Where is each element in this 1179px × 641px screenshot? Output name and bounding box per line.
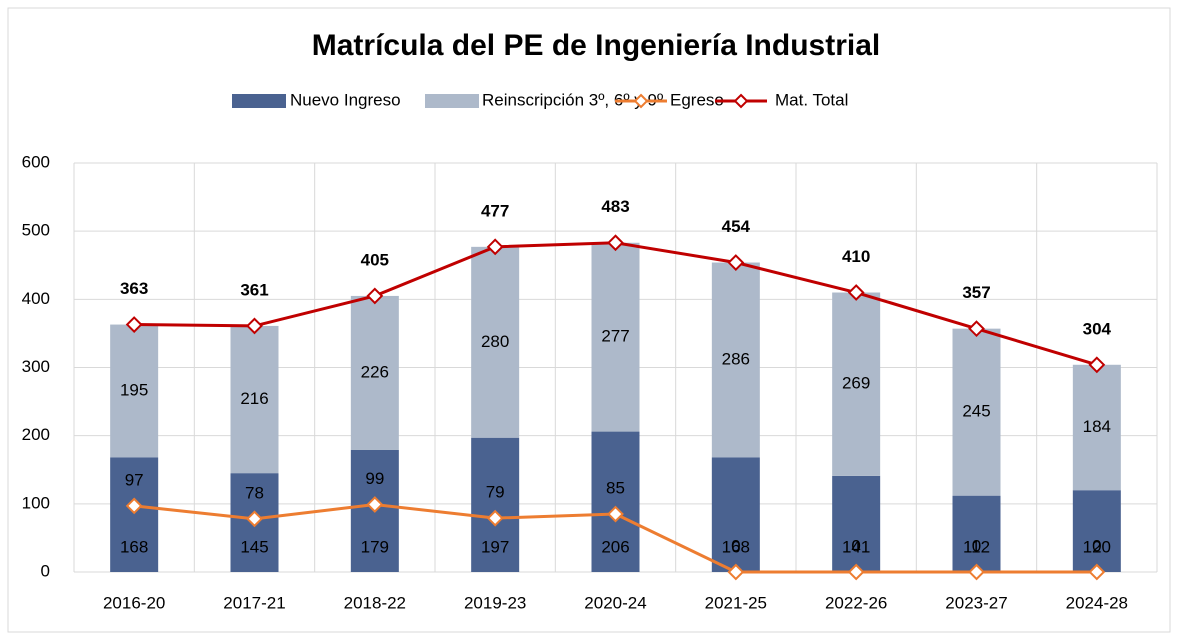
line-marker (727, 563, 745, 581)
x-tick-label: 2017-21 (223, 593, 285, 612)
y-tick-label: 300 (22, 357, 50, 376)
data-label: 145 (240, 537, 268, 556)
bar-segment (952, 495, 1001, 572)
line-marker (486, 509, 504, 527)
data-label: 357 (962, 283, 990, 302)
line-marker (366, 287, 384, 305)
line-marker (246, 510, 263, 528)
data-label: 477 (481, 201, 509, 220)
data-label: 99 (365, 469, 384, 488)
data-label: 0 (851, 536, 860, 555)
bar-segment (832, 292, 881, 476)
y-tick-label: 600 (22, 152, 50, 171)
line-marker (968, 563, 985, 581)
legend-label: Mat. Total (775, 90, 848, 109)
x-tick-label: 2023-27 (945, 593, 1007, 612)
x-tick-label: 2022-26 (825, 593, 887, 612)
data-label: 141 (842, 537, 870, 556)
bar-segment (1072, 364, 1121, 491)
legend-marker (633, 93, 649, 109)
y-tick-label: 200 (22, 425, 50, 444)
legend-swatch (425, 94, 479, 108)
data-label: 245 (962, 402, 990, 421)
chart-title: Matrícula del PE de Ingeniería Industria… (312, 29, 880, 62)
legend-marker (733, 93, 749, 109)
line-marker (847, 563, 865, 581)
data-label: 226 (361, 362, 389, 381)
data-label: 85 (606, 479, 625, 498)
data-label: 168 (120, 537, 148, 556)
bar-segment (110, 457, 159, 572)
bar-segment (110, 324, 159, 458)
data-label: 120 (1083, 537, 1111, 556)
y-tick-label: 0 (41, 561, 50, 580)
bar-segment (952, 328, 1001, 496)
data-label: 112 (963, 537, 990, 556)
data-label: 97 (125, 470, 144, 489)
bar-segment (711, 262, 760, 458)
data-label: 0 (972, 536, 981, 555)
data-label: 454 (722, 217, 751, 236)
data-label: 277 (601, 327, 629, 346)
line-marker (847, 284, 865, 301)
line-marker (1088, 356, 1106, 374)
x-tick-label: 2016-20 (103, 593, 165, 612)
line-marker (246, 317, 263, 335)
data-label: 197 (481, 537, 509, 556)
data-label: 206 (601, 537, 629, 556)
line-marker (727, 254, 745, 271)
x-tick-label: 2018-22 (344, 593, 406, 612)
legend-label: Egreso (670, 90, 724, 109)
data-label: 405 (361, 250, 389, 269)
x-tick-label: 2019-23 (464, 593, 526, 612)
data-label: 410 (842, 247, 870, 266)
line-marker (607, 505, 624, 523)
data-label: 179 (361, 537, 389, 556)
data-label: 483 (601, 197, 629, 216)
y-tick-label: 400 (22, 289, 50, 308)
data-label: 216 (240, 389, 268, 408)
bar-segment (711, 457, 760, 572)
x-tick-label: 2024-28 (1066, 593, 1128, 612)
bar-segment (591, 431, 640, 572)
line-marker (125, 497, 143, 515)
legend-label: Reinscripción 3º, 6º y 9º (482, 90, 663, 109)
line-marker (607, 234, 624, 252)
bar-segment (591, 242, 640, 432)
data-label: 79 (486, 483, 505, 502)
bar-segment (471, 246, 520, 438)
y-tick-label: 100 (22, 493, 50, 512)
data-label: 184 (1083, 417, 1111, 436)
data-label: 78 (245, 483, 264, 502)
data-label: 304 (1083, 319, 1112, 338)
line-marker (486, 238, 504, 256)
data-label: 168 (722, 537, 750, 556)
x-tick-label: 2020-24 (584, 593, 646, 612)
line-marker (366, 496, 384, 513)
legend-label: Nuevo Ingreso (290, 90, 401, 109)
x-tick-label: 2021-25 (705, 593, 767, 612)
data-label: 269 (842, 374, 870, 393)
bar-segment (350, 295, 399, 450)
legend-swatch (232, 94, 286, 108)
line-marker (1088, 563, 1106, 581)
data-label: 0 (1092, 536, 1101, 555)
bar-segment (1072, 490, 1121, 572)
data-label: 363 (120, 279, 148, 298)
y-tick-label: 500 (22, 221, 50, 240)
line-marker (968, 320, 985, 338)
data-label: 286 (722, 349, 750, 368)
data-label: 361 (240, 280, 268, 299)
bar-segment (471, 437, 520, 572)
data-label: 0 (731, 536, 740, 555)
bar-segment (230, 325, 279, 474)
line-marker (125, 316, 143, 333)
data-label: 280 (481, 332, 509, 351)
data-label: 195 (120, 381, 148, 400)
bar-segment (832, 475, 881, 572)
